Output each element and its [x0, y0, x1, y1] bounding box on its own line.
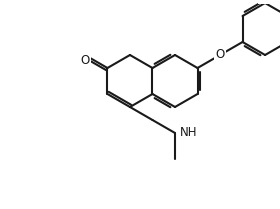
Text: NH: NH: [180, 126, 197, 139]
Text: Cl: Cl: [259, 0, 271, 3]
Text: O: O: [215, 48, 225, 61]
Text: O: O: [80, 55, 90, 68]
